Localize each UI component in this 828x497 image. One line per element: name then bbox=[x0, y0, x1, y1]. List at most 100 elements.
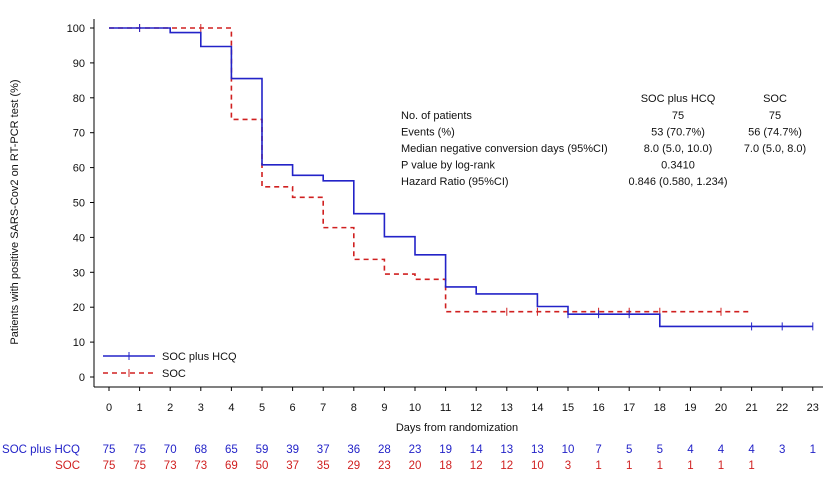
x-tick-label: 23 bbox=[807, 402, 819, 414]
series-line bbox=[109, 27, 813, 328]
stats-value: 75 bbox=[672, 110, 684, 122]
stats-value: 8.0 (5.0, 10.0) bbox=[644, 143, 713, 155]
x-tick-label: 5 bbox=[259, 402, 265, 414]
at-risk-value: 69 bbox=[225, 460, 238, 472]
at-risk-value: 75 bbox=[133, 460, 146, 472]
at-risk-value: 70 bbox=[164, 444, 177, 456]
at-risk-value: 1 bbox=[810, 444, 816, 456]
y-tick-label: 50 bbox=[73, 198, 85, 210]
at-risk-value: 1 bbox=[595, 460, 601, 472]
x-tick-label: 17 bbox=[623, 402, 635, 414]
at-risk-value: 39 bbox=[286, 444, 299, 456]
x-tick-label: 11 bbox=[440, 402, 451, 414]
y-tick-label: 20 bbox=[73, 302, 85, 314]
at-risk-value: 59 bbox=[256, 444, 269, 456]
at-risk-value: 19 bbox=[439, 444, 452, 456]
at-risk-value: 12 bbox=[500, 460, 513, 472]
at-risk-value: 1 bbox=[626, 460, 632, 472]
y-tick-label: 0 bbox=[79, 372, 85, 384]
at-risk-value: 5 bbox=[657, 444, 663, 456]
at-risk-value: 20 bbox=[409, 460, 422, 472]
at-risk-value: 4 bbox=[748, 444, 755, 456]
y-tick-label: 30 bbox=[73, 267, 85, 279]
y-tick-label: 70 bbox=[73, 128, 85, 140]
at-risk-value: 3 bbox=[779, 444, 785, 456]
x-tick-label: 18 bbox=[654, 402, 666, 414]
at-risk-label: SOC plus HCQ bbox=[2, 444, 80, 456]
stats-row-label: P value by log-rank bbox=[401, 160, 495, 172]
x-tick-label: 13 bbox=[501, 402, 513, 414]
at-risk-value: 4 bbox=[687, 444, 694, 456]
at-risk-value: 1 bbox=[687, 460, 693, 472]
at-risk-value: 36 bbox=[347, 444, 360, 456]
x-tick-label: 0 bbox=[106, 402, 112, 414]
x-tick-label: 15 bbox=[562, 402, 574, 414]
at-risk-value: 1 bbox=[748, 460, 754, 472]
at-risk-label: SOC bbox=[55, 460, 80, 472]
x-tick-label: 4 bbox=[228, 402, 234, 414]
at-risk-value: 73 bbox=[164, 460, 177, 472]
stats-row-label: Median negative conversion days (95%CI) bbox=[401, 143, 608, 155]
chart-axes bbox=[93, 19, 823, 388]
x-tick-label: 16 bbox=[592, 402, 604, 414]
x-tick-label: 1 bbox=[137, 402, 143, 414]
at-risk-value: 29 bbox=[347, 460, 360, 472]
stats-table: SOC plus HCQ SOC No. of patients 75 75 Events… bbox=[401, 93, 806, 188]
y-axis-title: Patients with positive SARS-Cov2 on RT-P… bbox=[9, 79, 21, 344]
x-tick-label: 3 bbox=[198, 402, 204, 414]
x-tick-label: 9 bbox=[381, 402, 387, 414]
stats-header: SOC bbox=[763, 93, 787, 105]
at-risk-value: 12 bbox=[470, 460, 483, 472]
at-risk-value: 37 bbox=[317, 444, 330, 456]
stats-value: 53 (70.7%) bbox=[651, 127, 705, 139]
at-risk-value: 13 bbox=[500, 444, 513, 456]
x-tick-label: 20 bbox=[715, 402, 727, 414]
x-tick-label: 6 bbox=[290, 402, 296, 414]
y-tick-label: 80 bbox=[73, 93, 85, 105]
at-risk-value: 3 bbox=[565, 460, 571, 472]
at-risk-value: 37 bbox=[286, 460, 299, 472]
at-risk-value: 4 bbox=[718, 444, 725, 456]
at-risk-value: 7 bbox=[595, 444, 601, 456]
at-risk-value: 73 bbox=[194, 460, 207, 472]
at-risk-value: 68 bbox=[194, 444, 207, 456]
at-risk-value: 1 bbox=[657, 460, 663, 472]
at-risk-value: 75 bbox=[103, 460, 116, 472]
series-layer bbox=[109, 24, 814, 331]
x-tick-label: 22 bbox=[776, 402, 788, 414]
y-tick-label: 40 bbox=[73, 232, 85, 244]
y-axis-ticks: 0 10 20 30 40 50 60 70 80 90 100 bbox=[67, 23, 94, 384]
stats-value: 75 bbox=[769, 110, 781, 122]
stats-row-label: Events (%) bbox=[401, 127, 455, 139]
at-risk-value: 50 bbox=[256, 460, 269, 472]
at-risk-value: 28 bbox=[378, 444, 391, 456]
at-risk-value: 10 bbox=[562, 444, 575, 456]
stats-value: 0.3410 bbox=[661, 160, 695, 172]
at-risk-value: 35 bbox=[317, 460, 330, 472]
stats-value: 7.0 (5.0, 8.0) bbox=[744, 143, 806, 155]
at-risk-value: 14 bbox=[470, 444, 483, 456]
x-tick-label: 12 bbox=[470, 402, 482, 414]
at-risk-value: 75 bbox=[133, 444, 146, 456]
y-tick-label: 90 bbox=[73, 58, 85, 70]
at-risk-value: 18 bbox=[439, 460, 452, 472]
x-tick-label: 7 bbox=[320, 402, 326, 414]
x-tick-label: 14 bbox=[531, 402, 543, 414]
x-tick-label: 21 bbox=[745, 402, 757, 414]
at-risk-value: 75 bbox=[103, 444, 116, 456]
legend-label: SOC plus HCQ bbox=[162, 351, 237, 363]
stats-value: 0.846 (0.580, 1.234) bbox=[628, 176, 727, 188]
stats-row-label: Hazard Ratio (95%CI) bbox=[401, 176, 509, 188]
at-risk-value: 1 bbox=[718, 460, 724, 472]
y-tick-label: 60 bbox=[73, 163, 85, 175]
at-risk-value: 65 bbox=[225, 444, 238, 456]
at-risk-value: 13 bbox=[531, 444, 544, 456]
stats-value: 56 (74.7%) bbox=[748, 127, 802, 139]
at-risk-value: 23 bbox=[409, 444, 422, 456]
at-risk-value: 10 bbox=[531, 460, 544, 472]
x-axis-ticks: 0 1 2 3 4 5 6 7 8 9 10 11 12 13 14 15 16 17 18 19 20 21 22 23 bbox=[106, 387, 819, 414]
x-axis-title: Days from randomization bbox=[396, 422, 518, 434]
at-risk-value: 5 bbox=[626, 444, 632, 456]
at-risk-table: SOC plus HCQ 75 75 70 68 65 59 39 37 36 28 23 19 14 13… bbox=[2, 444, 816, 472]
